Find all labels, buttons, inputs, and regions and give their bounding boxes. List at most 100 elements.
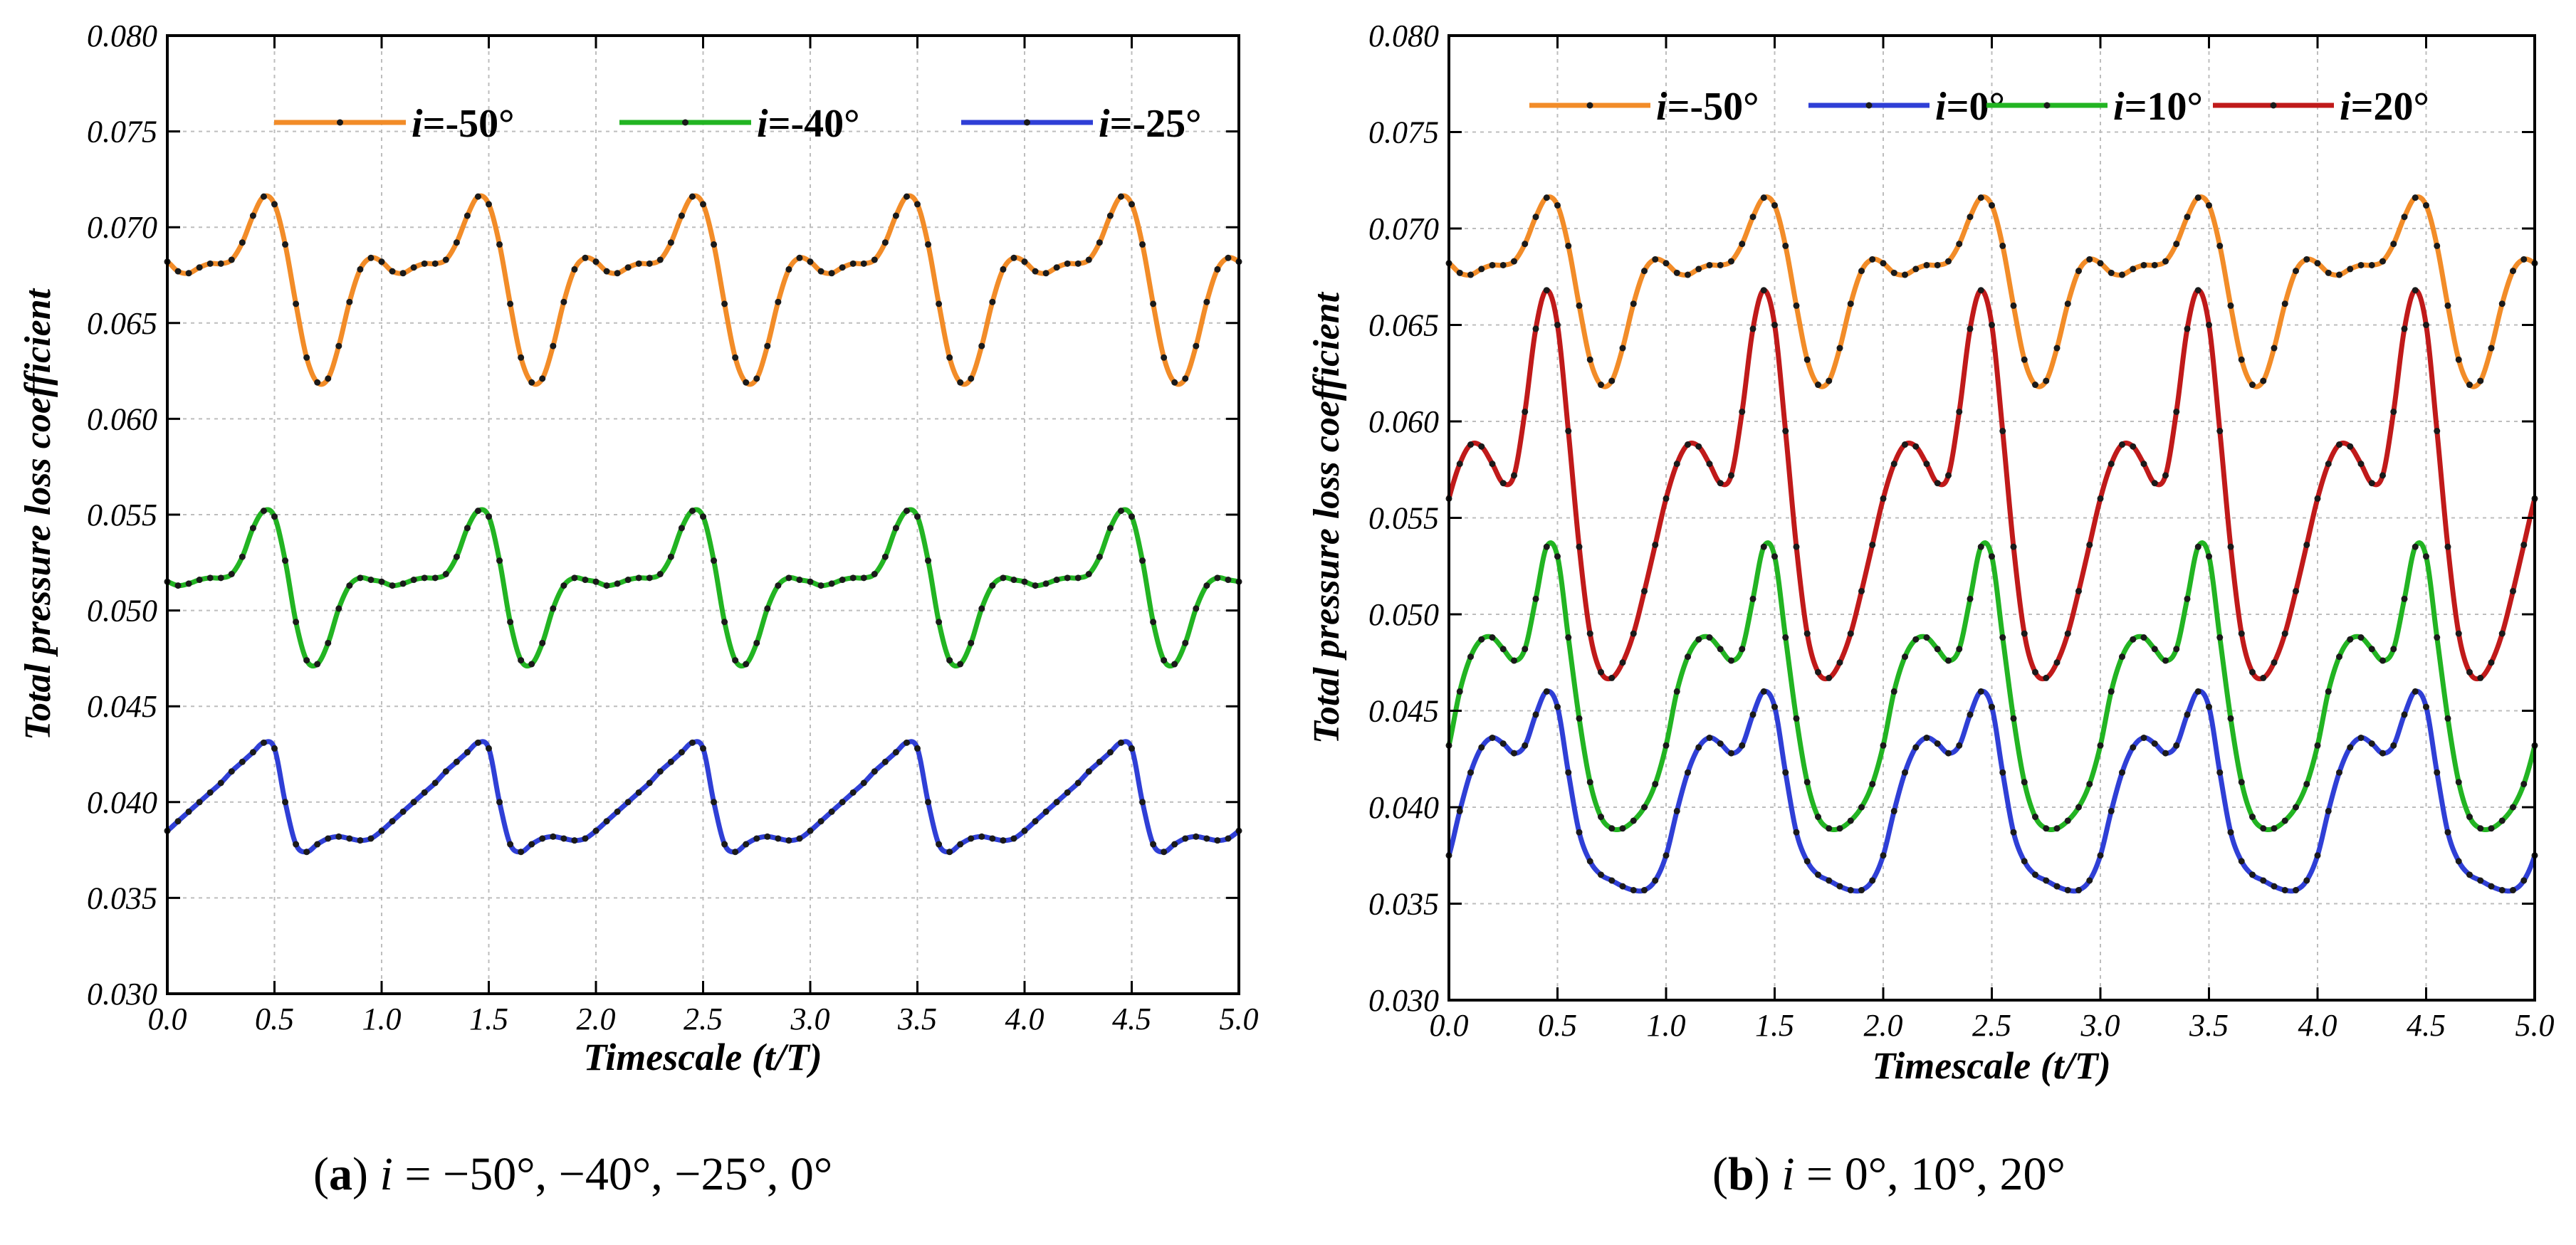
data-point [1706,634,1713,641]
data-point [196,799,203,806]
data-point [357,837,364,844]
data-point [1565,428,1572,435]
data-point [2194,287,2201,294]
legend-label: i=-40° [757,102,860,146]
data-point [1576,543,1583,550]
data-point [871,570,878,577]
data-point [828,270,835,277]
data-point [807,827,814,834]
data-point [474,193,481,200]
legend-label: i=-50° [1656,85,1759,129]
data-point [2488,659,2495,666]
data-point [367,254,375,261]
data-point [1499,261,1507,268]
data-point [2434,428,2441,435]
data-point [1565,634,1572,641]
data-point [2021,779,2028,786]
data-point [1586,779,1593,786]
data-point [293,619,300,626]
data-point [335,833,342,840]
data-point [1858,804,1865,811]
data-point [2238,630,2245,637]
data-point [2097,495,2104,502]
data-point [1956,646,1963,653]
data-point [2325,688,2332,695]
data-point [582,254,589,261]
data-point [1543,688,1550,695]
data-point [1085,768,1092,775]
data-point [2173,408,2180,415]
data-point [711,557,718,564]
data-point [860,260,867,267]
y-tick-label: 0.045 [87,689,157,724]
data-point [785,266,792,273]
data-point [507,841,514,848]
data-point [2455,779,2462,786]
data-point [1586,630,1593,637]
x-tick-label: 5.0 [2515,1008,2555,1043]
data-point [1869,780,1876,787]
data-point [968,375,975,382]
data-point [1803,356,1811,363]
legend-a: i=-50° i=-40° i=-25° [274,102,1202,146]
data-point [2423,703,2429,710]
data-point [2444,829,2451,836]
data-point [560,835,567,842]
data-point [796,577,803,584]
data-point [1214,266,1221,273]
data-point [474,739,481,746]
data-point [2032,871,2038,878]
data-point [2064,300,2071,308]
data-point [1673,461,1680,468]
data-point [678,212,685,219]
data-point [2271,659,2278,666]
data-point [903,739,910,746]
data-point [1739,646,1746,653]
data-point [1150,300,1157,308]
data-point [2032,382,2038,389]
data-point [2249,668,2256,676]
data-point [357,574,364,582]
data-point [2466,668,2473,676]
data-point [550,342,557,350]
data-point [410,799,417,806]
data-point [2032,814,2038,821]
data-point [2097,852,2104,859]
x-tick-label: 1.5 [469,1002,508,1036]
data-point [2010,543,2017,550]
data-point [1478,744,1485,751]
data-point [239,758,246,765]
data-point [1869,541,1876,548]
data-point [1771,322,1778,328]
data-point [624,799,632,806]
data-point [325,835,332,842]
data-point [442,768,449,775]
data-point [1977,287,1984,294]
data-point [2271,345,2278,352]
data-point [421,260,428,267]
data-point [1042,580,1049,587]
data-point [1847,887,1854,894]
data-point [1171,661,1178,668]
data-point [2379,657,2386,664]
data-point [646,574,653,582]
data-point [1641,887,1648,894]
data-point [2401,325,2408,332]
data-point [464,525,471,532]
data-point [2412,543,2419,550]
data-point [1771,201,1778,209]
data-point [1847,817,1854,824]
data-point [914,201,921,208]
series-markers-b-0 [1445,194,2538,389]
data-point [775,298,782,305]
data-point [367,835,375,842]
data-point [743,379,750,386]
data-point [314,379,321,386]
data-point [2053,825,2061,832]
data-point [1706,461,1713,468]
data-point [2249,382,2256,389]
data-point [496,799,503,806]
data-point [293,300,300,308]
data-point [389,582,396,589]
data-point [1576,829,1583,836]
